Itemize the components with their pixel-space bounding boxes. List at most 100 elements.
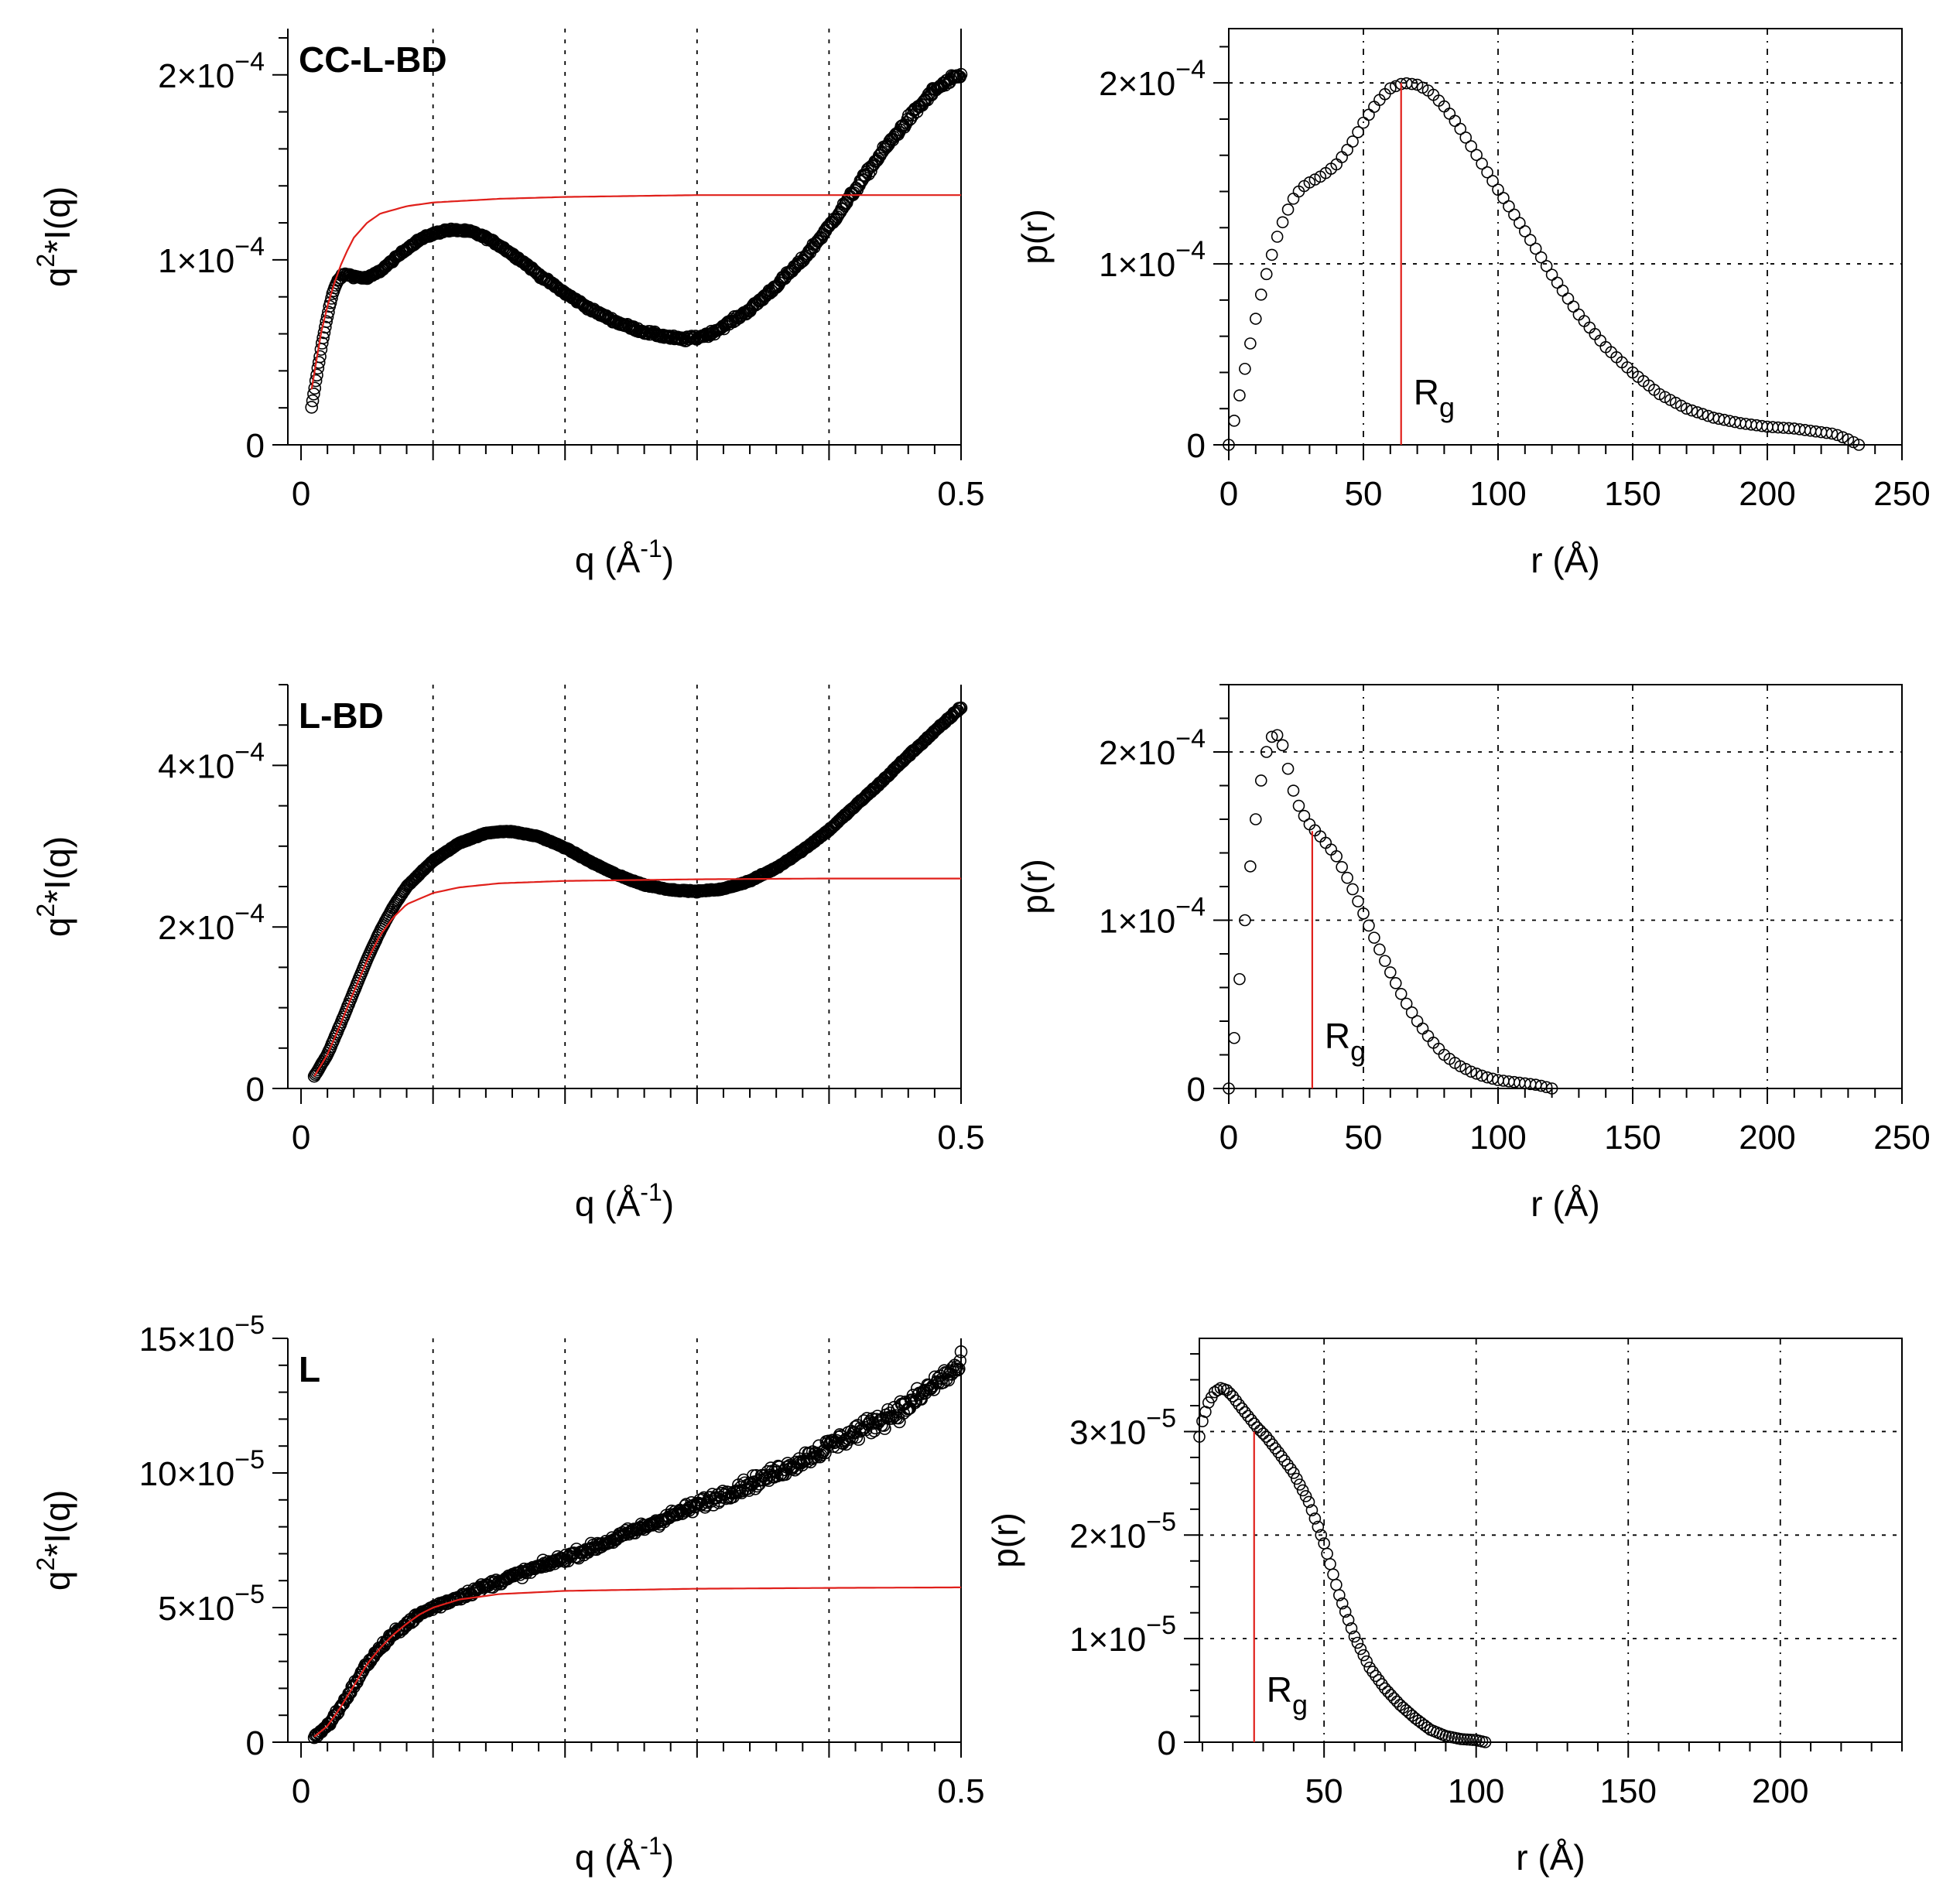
data-point xyxy=(307,388,320,401)
y-tick-label: 10×10−5 xyxy=(139,1445,265,1493)
data-point xyxy=(954,701,968,715)
x-axis-label-post: ) xyxy=(662,540,674,580)
data-point xyxy=(1354,1642,1367,1656)
data-point xyxy=(1363,1661,1376,1674)
data-point xyxy=(1384,82,1397,94)
data-point xyxy=(1825,427,1839,440)
x-axis-label-text: r (Å) xyxy=(1531,540,1599,580)
data-point xyxy=(1233,972,1246,986)
plot-frame xyxy=(1228,28,1903,446)
y-axis-label-text: q xyxy=(37,918,77,938)
panel-label: CC-L-BD xyxy=(299,39,447,80)
data-point xyxy=(1691,406,1704,419)
data-point xyxy=(1378,1682,1391,1695)
y-axis-label: p(r) xyxy=(1014,209,1055,265)
data-point xyxy=(1339,1605,1352,1618)
x-axis-label-post: ) xyxy=(662,1184,674,1224)
data-point xyxy=(320,315,333,328)
data-point xyxy=(459,1590,473,1604)
y-tick-label: 5×10−5 xyxy=(158,1580,265,1628)
data-point xyxy=(460,1589,474,1602)
data-point xyxy=(319,320,332,334)
y-axis-label-sup: 2 xyxy=(32,254,60,268)
data-point xyxy=(1278,1454,1291,1467)
data-point xyxy=(1465,1065,1477,1078)
data-point xyxy=(1211,1384,1224,1396)
rg-label-sub: g xyxy=(1292,1689,1308,1721)
y-tick-label: 0 xyxy=(246,427,265,465)
x-tick-label: 0 xyxy=(292,475,310,513)
data-point xyxy=(322,306,335,319)
y-tick-exponent: −4 xyxy=(1175,55,1206,84)
data-point xyxy=(312,356,326,369)
data-point xyxy=(1342,1614,1355,1626)
x-tick-label: 250 xyxy=(1873,475,1930,513)
data-point xyxy=(1540,1081,1553,1094)
data-point xyxy=(1327,1568,1339,1580)
data-point xyxy=(1230,1394,1242,1407)
data-point xyxy=(1288,1467,1300,1479)
data-point xyxy=(1226,1390,1240,1403)
panel-q2: 02×10−44×10−40 0.5q (Å-1)q2*I(q)L-BD xyxy=(32,684,985,1224)
data-point xyxy=(1519,225,1531,238)
data-point xyxy=(1250,313,1262,325)
data-point xyxy=(1281,762,1295,775)
data-point xyxy=(1476,1069,1488,1082)
data-point xyxy=(1315,1529,1328,1542)
series-points xyxy=(1193,1382,1492,1748)
data-point xyxy=(1223,1082,1235,1095)
data-point xyxy=(1330,850,1343,863)
x-tick-label: 100 xyxy=(1469,1119,1526,1157)
data-point xyxy=(1470,149,1483,162)
data-point xyxy=(1321,1547,1333,1560)
data-point xyxy=(1244,860,1257,873)
y-tick-mantissa: 0 xyxy=(246,1724,265,1762)
y-tick-exponent: −4 xyxy=(234,47,265,77)
data-point xyxy=(1373,1673,1385,1686)
data-point xyxy=(1524,234,1537,247)
y-tick-mantissa: 0 xyxy=(246,427,265,465)
data-point xyxy=(1276,216,1289,229)
data-point xyxy=(1281,203,1295,216)
data-point xyxy=(1360,1655,1373,1668)
data-point xyxy=(1363,919,1375,932)
rg-label: Rg xyxy=(1267,1669,1308,1721)
y-tick-mantissa: 1×10 xyxy=(1069,1621,1146,1659)
series-points xyxy=(305,67,968,414)
y-tick-label: 1×10−4 xyxy=(1099,236,1206,284)
data-point xyxy=(951,1363,965,1377)
data-point xyxy=(1266,1438,1279,1451)
data-point xyxy=(1381,1685,1394,1698)
x-tick-label: 50 xyxy=(1345,475,1383,513)
data-point xyxy=(1831,429,1844,442)
data-point xyxy=(1416,1022,1429,1035)
x-tick-label: 0 xyxy=(1219,1119,1238,1157)
data-point xyxy=(1244,337,1257,350)
data-point xyxy=(864,1426,878,1440)
fit-curve xyxy=(310,194,961,390)
data-point xyxy=(315,337,329,350)
data-point xyxy=(1367,1666,1379,1678)
data-point xyxy=(1284,1462,1297,1475)
y-tick-mantissa: 2×10 xyxy=(158,57,234,95)
y-axis-label-text: q xyxy=(37,268,77,288)
data-point xyxy=(954,1345,968,1358)
x-tick-label: 150 xyxy=(1600,1772,1657,1810)
x-tick-label: 0 xyxy=(292,1119,310,1157)
x-axis-label: r (Å) xyxy=(1516,1837,1585,1878)
y-tick-mantissa: 1×10 xyxy=(1099,903,1175,941)
data-point xyxy=(320,310,334,323)
x-tick-label: 50 xyxy=(1305,1772,1343,1810)
data-point xyxy=(954,67,968,81)
data-point xyxy=(1352,125,1364,138)
data-point xyxy=(1324,1557,1336,1570)
y-tick-label: 4×10−4 xyxy=(158,737,265,785)
y-axis-label-post: *I(q) xyxy=(37,186,77,254)
data-point xyxy=(899,1395,912,1409)
plot-frame xyxy=(1199,1338,1903,1743)
data-point xyxy=(1265,730,1278,743)
data-point xyxy=(1263,1434,1276,1447)
y-axis-label-sup: 2 xyxy=(32,904,60,918)
data-point xyxy=(1376,1678,1388,1690)
